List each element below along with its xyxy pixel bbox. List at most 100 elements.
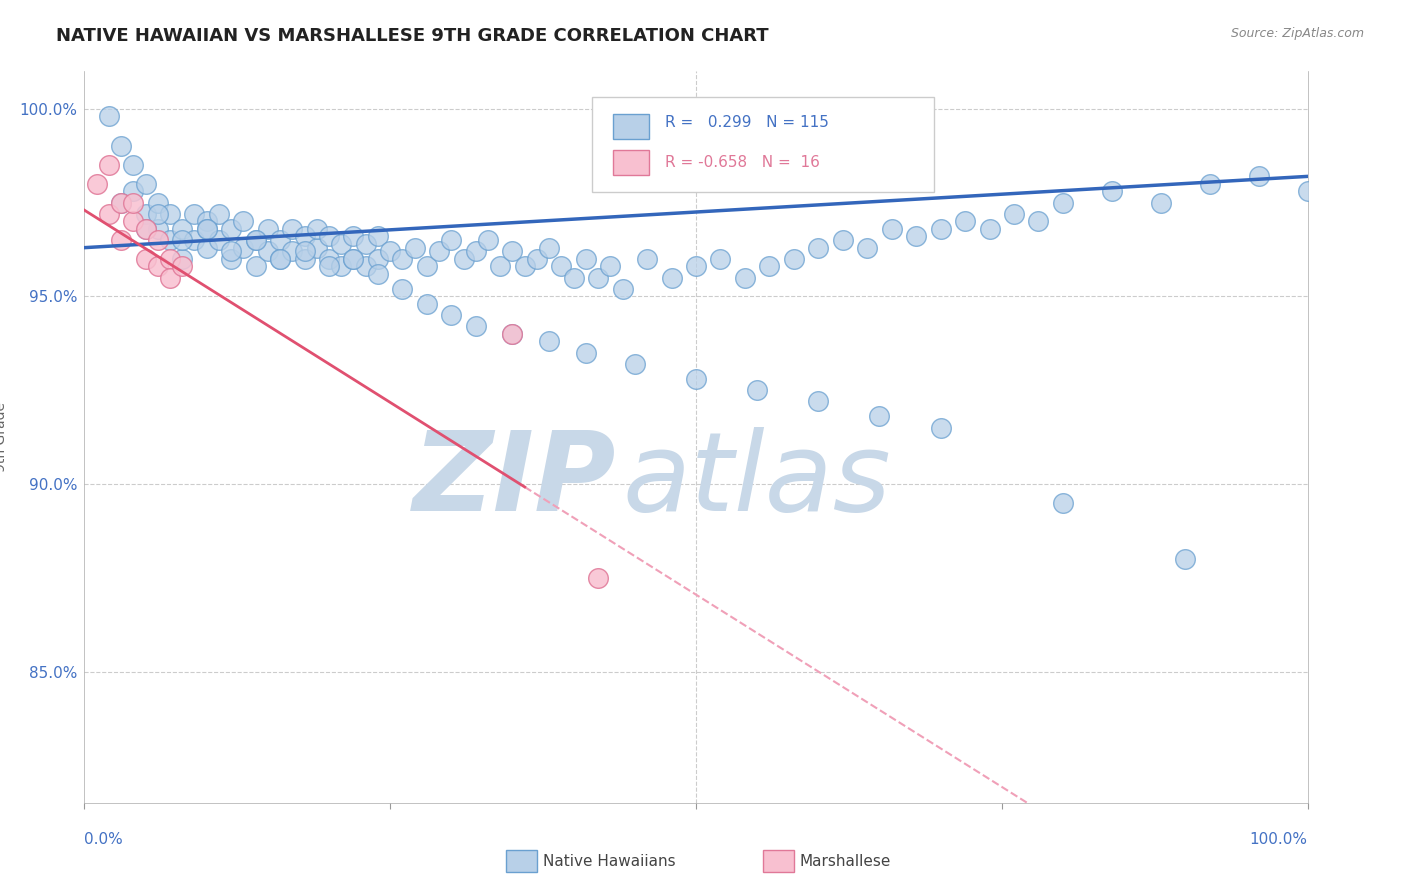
Point <box>440 233 463 247</box>
Point <box>172 260 194 274</box>
Point <box>979 222 1001 236</box>
Point <box>391 252 413 266</box>
Point <box>195 214 218 228</box>
Point <box>122 185 145 199</box>
Point <box>734 270 756 285</box>
FancyBboxPatch shape <box>613 150 650 175</box>
Point <box>245 260 267 274</box>
Point <box>367 252 389 266</box>
Point <box>269 252 291 266</box>
Text: R = -0.658   N =  16: R = -0.658 N = 16 <box>665 155 820 170</box>
Point <box>110 195 132 210</box>
Point <box>953 214 976 228</box>
FancyBboxPatch shape <box>506 850 537 872</box>
Point <box>294 244 316 259</box>
Point <box>97 207 120 221</box>
Point <box>831 233 853 247</box>
Point <box>464 244 486 259</box>
Point <box>747 383 769 397</box>
Point <box>110 195 132 210</box>
Point <box>232 214 254 228</box>
Point <box>502 326 524 341</box>
Point <box>159 207 181 221</box>
Text: 0.0%: 0.0% <box>84 832 124 847</box>
Point <box>929 420 952 434</box>
Point <box>135 177 157 191</box>
Point <box>342 252 364 266</box>
Point <box>636 252 658 266</box>
FancyBboxPatch shape <box>613 114 650 139</box>
Point <box>219 222 242 236</box>
Point <box>172 233 194 247</box>
Point <box>1247 169 1270 184</box>
Point <box>135 222 157 236</box>
Point <box>586 270 609 285</box>
Point <box>1150 195 1173 210</box>
Point <box>453 252 475 266</box>
Point <box>1052 195 1074 210</box>
Point <box>146 260 169 274</box>
Point <box>122 214 145 228</box>
FancyBboxPatch shape <box>763 850 794 872</box>
Point <box>1174 552 1197 566</box>
Point <box>269 233 291 247</box>
Point <box>135 252 157 266</box>
Point <box>281 222 304 236</box>
Text: ZIP: ZIP <box>413 427 616 534</box>
Point <box>575 345 598 359</box>
Point <box>305 241 328 255</box>
Point <box>929 222 952 236</box>
Point <box>110 233 132 247</box>
Point <box>135 222 157 236</box>
Point <box>208 233 231 247</box>
Point <box>367 267 389 281</box>
Text: Source: ZipAtlas.com: Source: ZipAtlas.com <box>1230 27 1364 40</box>
Point <box>575 252 598 266</box>
Point <box>183 207 205 221</box>
Point <box>709 252 731 266</box>
Point <box>880 222 903 236</box>
Point <box>1296 185 1319 199</box>
Point <box>146 207 169 221</box>
Text: Marshallese: Marshallese <box>800 854 891 869</box>
Point <box>232 241 254 255</box>
Point <box>807 394 830 409</box>
Point <box>367 229 389 244</box>
Point <box>599 260 621 274</box>
Point <box>195 222 218 236</box>
Point <box>294 229 316 244</box>
Point <box>146 222 169 236</box>
Text: Native Hawaiians: Native Hawaiians <box>543 854 676 869</box>
Point <box>416 260 439 274</box>
Point <box>294 252 316 266</box>
Point <box>183 233 205 247</box>
Point <box>354 260 377 274</box>
Point <box>159 233 181 247</box>
Point <box>86 177 108 191</box>
Point <box>330 236 353 251</box>
Point <box>318 229 340 244</box>
Point <box>1198 177 1220 191</box>
Point <box>758 260 780 274</box>
Point <box>489 260 512 274</box>
Text: NATIVE HAWAIIAN VS MARSHALLESE 9TH GRADE CORRELATION CHART: NATIVE HAWAIIAN VS MARSHALLESE 9TH GRADE… <box>56 27 769 45</box>
Point <box>685 372 707 386</box>
Point <box>97 109 120 123</box>
Point <box>586 571 609 585</box>
Point <box>257 244 280 259</box>
Point <box>159 270 181 285</box>
Point <box>135 207 157 221</box>
Point <box>661 270 683 285</box>
Point <box>538 241 561 255</box>
Point <box>550 260 572 274</box>
Point <box>856 241 879 255</box>
Point <box>97 158 120 172</box>
Point <box>513 260 536 274</box>
Point <box>807 241 830 255</box>
Point <box>612 282 634 296</box>
Point <box>404 241 426 255</box>
Point <box>330 260 353 274</box>
Point <box>685 260 707 274</box>
Y-axis label: 9th Grade: 9th Grade <box>0 402 8 472</box>
FancyBboxPatch shape <box>592 97 935 192</box>
